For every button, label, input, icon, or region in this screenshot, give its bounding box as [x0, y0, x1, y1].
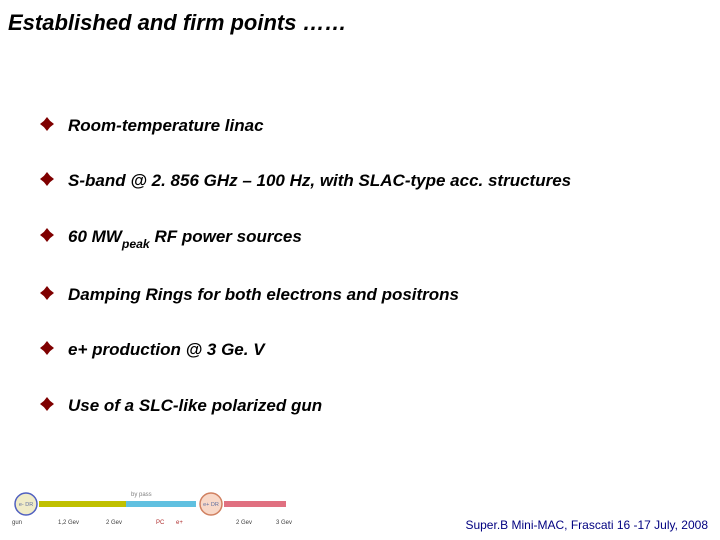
- bullet-item: Use of a SLC-like polarized gun: [40, 395, 680, 416]
- svg-text:2 Gev: 2 Gev: [236, 520, 252, 526]
- bullet-text: e+ production @ 3 Ge. V: [68, 339, 265, 360]
- bullet-text: 60 MWpeak RF power sources: [68, 226, 302, 251]
- svg-text:2 Gev: 2 Gev: [106, 520, 122, 526]
- bullet-item: Damping Rings for both electrons and pos…: [40, 284, 680, 305]
- footer-beamline-diagram: e- DR by pass e+ DR gun 1,2 Gev 2 Gev PC e+ 2 Ge…: [6, 490, 306, 534]
- svg-text:3 Gev: 3 Gev: [276, 520, 292, 526]
- bullet-item: Room-temperature linac: [40, 115, 680, 136]
- svg-text:e- DR: e- DR: [19, 502, 33, 508]
- bullet-item: 60 MWpeak RF power sources: [40, 226, 680, 251]
- footer-text: Super.B Mini-MAC, Frascati 16 -17 July, …: [465, 518, 708, 532]
- svg-text:PC: PC: [156, 520, 165, 526]
- slide-title: Established and firm points ……: [8, 10, 347, 36]
- bullet-list: Room-temperature linac S-band @ 2. 856 G…: [40, 115, 680, 450]
- svg-text:1,2 Gev: 1,2 Gev: [58, 520, 79, 526]
- svg-text:by pass: by pass: [131, 492, 152, 498]
- svg-text:e+ DR: e+ DR: [203, 502, 219, 508]
- bullet-text: Use of a SLC-like polarized gun: [68, 395, 322, 416]
- star-icon: [40, 397, 54, 416]
- star-icon: [40, 286, 54, 305]
- bullet-text: Room-temperature linac: [68, 115, 264, 136]
- bullet-text: S-band @ 2. 856 GHz – 100 Hz, with SLAC-…: [68, 170, 571, 191]
- svg-text:e+: e+: [176, 520, 183, 526]
- star-icon: [40, 341, 54, 360]
- star-icon: [40, 172, 54, 191]
- bullet-item: S-band @ 2. 856 GHz – 100 Hz, with SLAC-…: [40, 170, 680, 191]
- bullet-text: Damping Rings for both electrons and pos…: [68, 284, 459, 305]
- star-icon: [40, 117, 54, 136]
- star-icon: [40, 228, 54, 247]
- svg-text:gun: gun: [12, 520, 22, 526]
- bullet-item: e+ production @ 3 Ge. V: [40, 339, 680, 360]
